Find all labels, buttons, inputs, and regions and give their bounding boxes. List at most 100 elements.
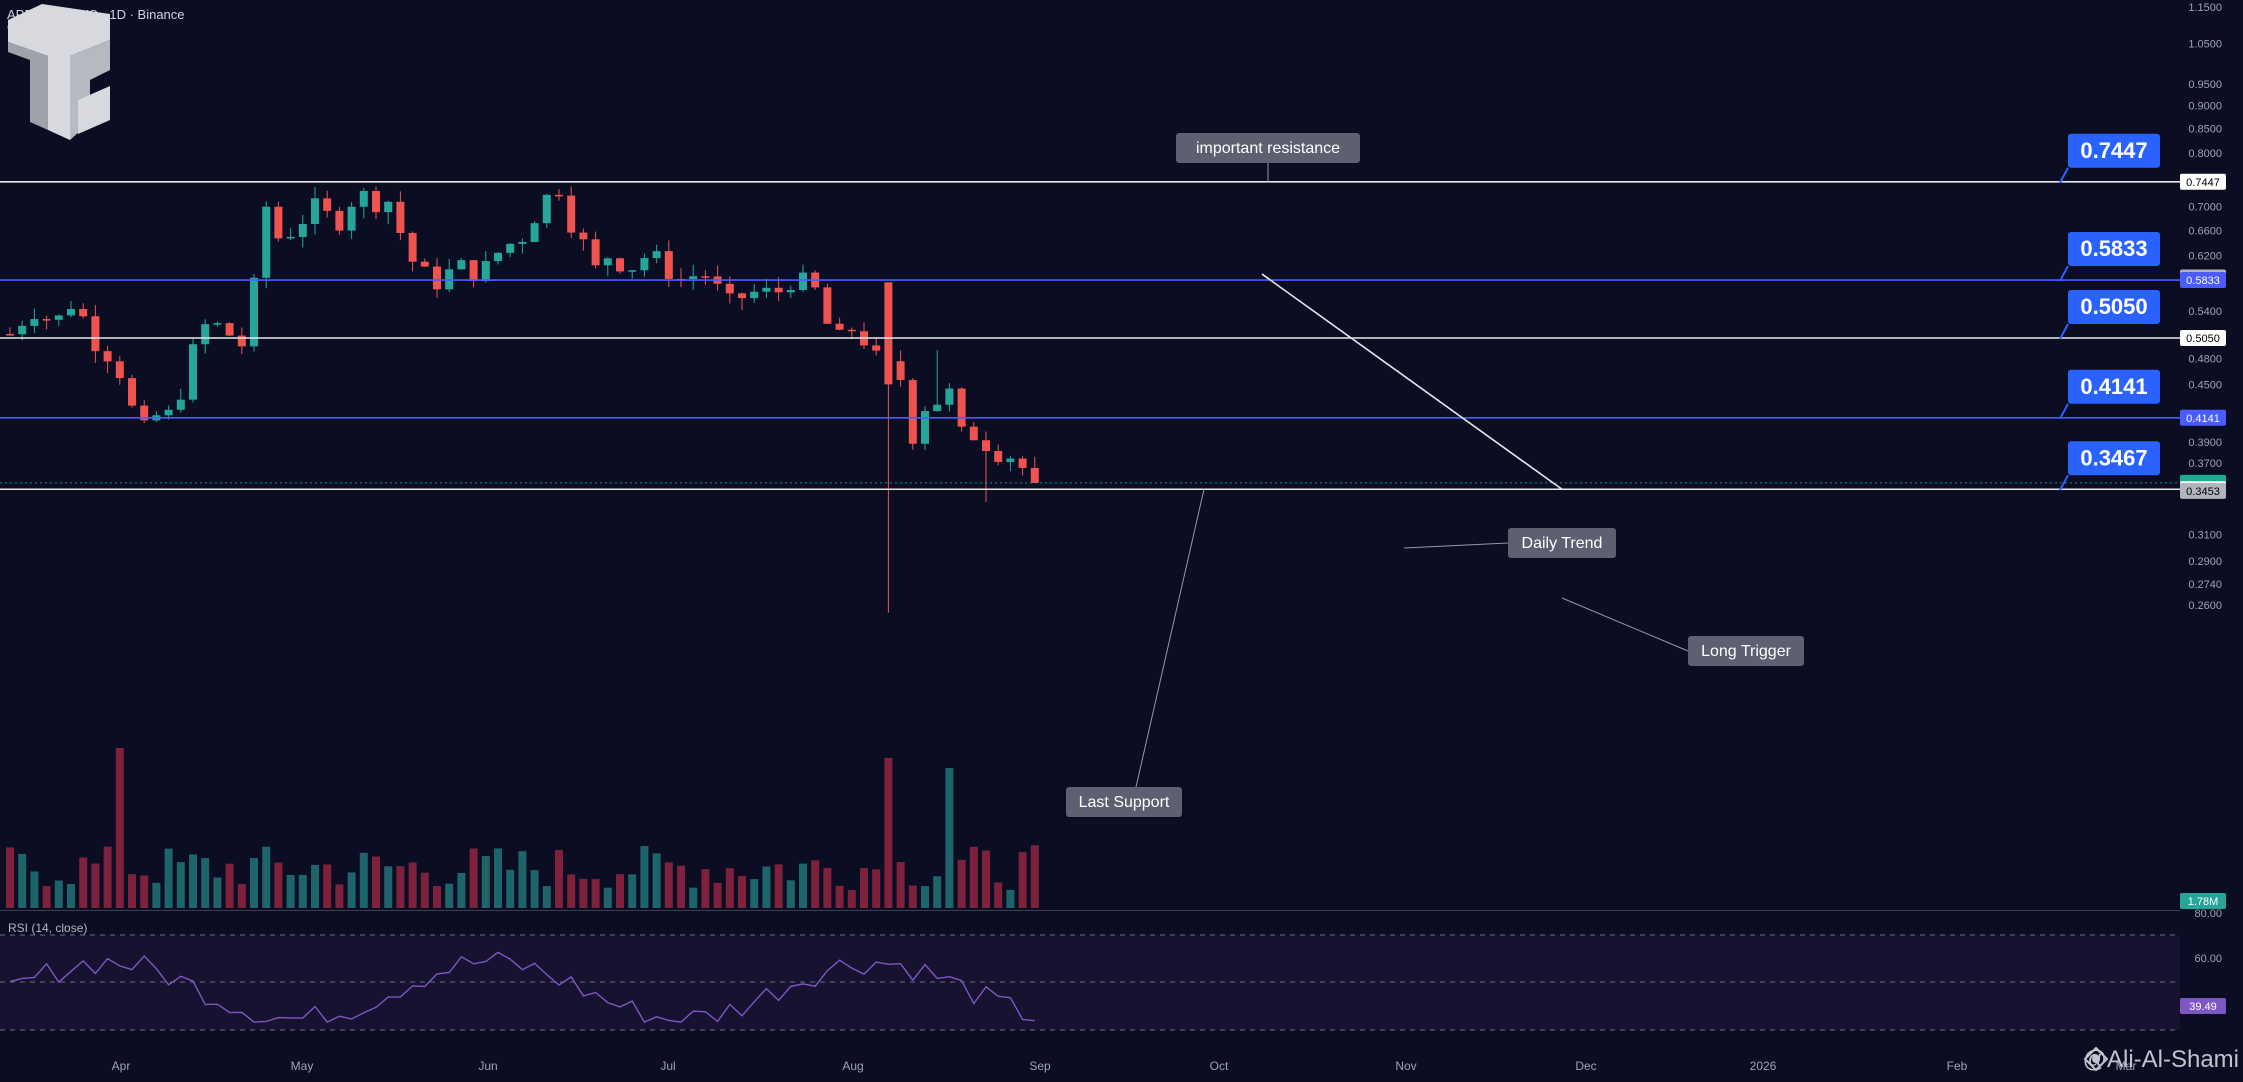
level-badge: [2068, 369, 2160, 404]
price-tick-label: 0.5400: [2188, 306, 2222, 318]
volume-bar: [542, 886, 551, 908]
volume-marker-label: 1.78M: [2188, 896, 2219, 908]
rsi-line: [9, 951, 1035, 1023]
level-badge-label: 0.5050: [2080, 294, 2147, 319]
candle-body: [103, 351, 112, 362]
volume-marker-box: [2180, 893, 2226, 909]
price-tick-label: 0.8000: [2188, 148, 2222, 160]
volume-bar: [237, 884, 246, 908]
candle-body: [67, 309, 75, 316]
candle-body: [176, 399, 185, 410]
time-tick-label: Oct: [1210, 1059, 1229, 1073]
candle-body: [79, 309, 88, 317]
volume-bar: [591, 879, 600, 908]
levels-group: 0.7447 0.5833 0.5050 0.4141 0.3467: [0, 133, 2180, 491]
volume-bar: [286, 874, 295, 908]
time-tick-label: Sep: [1029, 1059, 1051, 1073]
candle-body: [1030, 467, 1039, 483]
volume-bar: [445, 883, 454, 908]
rsi-legend: RSI (14, close): [8, 921, 87, 935]
price-marker-label: 0.4141: [2186, 413, 2220, 425]
price-tick-label: 0.3700: [2188, 458, 2222, 470]
rsi-marker-label: 39.49: [2189, 1001, 2217, 1013]
rsi-tick-label: 80.00: [2194, 908, 2222, 920]
volume-bar: [799, 863, 807, 908]
annotation-label: important resistance: [1196, 140, 1340, 157]
candle-body: [628, 270, 637, 272]
volume-bar: [616, 874, 624, 908]
candle-body: [555, 194, 563, 197]
candle-body: [750, 291, 759, 299]
candle-body: [1018, 458, 1027, 468]
price-marker-label: 0.3453: [2186, 486, 2220, 498]
candle-body: [6, 334, 14, 336]
price-tick-label: 0.6200: [2188, 250, 2222, 262]
candle-body: [530, 223, 539, 242]
candle-body: [347, 206, 356, 231]
level-badge-label: 0.5833: [2080, 236, 2147, 261]
time-axis: Apr May Jun Jul Aug Sep Oct Nov Dec 2026 Feb Mar: [112, 1059, 2137, 1073]
candle-body: [115, 361, 124, 379]
candle-body: [250, 277, 258, 347]
volume-bar: [701, 869, 710, 908]
candle-body: [1006, 458, 1015, 462]
volume-bar: [652, 853, 661, 908]
candle-body: [54, 315, 63, 320]
level-badge: [2068, 133, 2160, 168]
volume-bar: [1030, 845, 1039, 908]
volume-bar: [921, 886, 929, 908]
volume-bar: [982, 850, 990, 908]
volume-bar: [872, 869, 881, 908]
price-tick-label: 0.9500: [2188, 79, 2222, 91]
volume-bar: [860, 868, 868, 908]
candle-body: [835, 323, 844, 330]
candle-body: [518, 241, 527, 244]
time-tick-label: Feb: [1947, 1059, 1968, 1073]
price-tick-label: 0.4800: [2188, 353, 2222, 365]
volume-bar: [664, 862, 673, 908]
annotation-label: Daily Trend: [1522, 535, 1603, 552]
volume-bar: [506, 869, 515, 908]
candle-body: [957, 388, 966, 427]
time-tick-label: May: [291, 1059, 314, 1073]
annotation-label: Last Support: [1079, 794, 1170, 811]
candle-body: [311, 198, 319, 224]
candle-body: [164, 409, 173, 416]
time-tick-label: Jul: [660, 1059, 675, 1073]
daily-trendline: [1261, 273, 1563, 490]
time-tick-label: Apr: [112, 1059, 131, 1073]
volume-bar: [408, 862, 417, 908]
price-marker-label: 0.7447: [2186, 177, 2220, 189]
volume-bar: [994, 882, 1003, 908]
candle-body: [481, 261, 490, 282]
volume-bar: [603, 887, 612, 908]
tc-logo-icon: [8, 4, 110, 140]
volume-bar: [518, 851, 527, 908]
volume-bar: [494, 848, 502, 908]
volume-bar: [689, 887, 698, 908]
candle-body: [701, 276, 710, 278]
volume-bar: [140, 875, 149, 908]
volume-bar: [530, 870, 539, 908]
candle-body: [982, 440, 990, 451]
candle-body: [689, 276, 698, 280]
candle-body: [274, 206, 283, 239]
candle-body: [969, 426, 978, 441]
level-badge-pointer: [2059, 323, 2069, 340]
annotation-box: [1688, 636, 1804, 666]
volume-bar: [164, 848, 173, 908]
candle-body: [494, 252, 502, 262]
price-tick-label: 1.1500: [2188, 2, 2222, 14]
candle-body: [908, 379, 917, 444]
volume-bar: [128, 874, 136, 908]
price-tick-label: 0.9000: [2188, 101, 2222, 113]
price-tick-label: 0.8500: [2188, 124, 2222, 136]
candle-body: [372, 190, 380, 213]
volume-bar: [457, 873, 466, 908]
volume-bar: [91, 863, 100, 908]
price-axis: 1.1500 1.0500 0.9500 0.9000 0.8500 0.8000 0.70…: [2180, 2, 2226, 1014]
candle-body: [640, 258, 649, 271]
